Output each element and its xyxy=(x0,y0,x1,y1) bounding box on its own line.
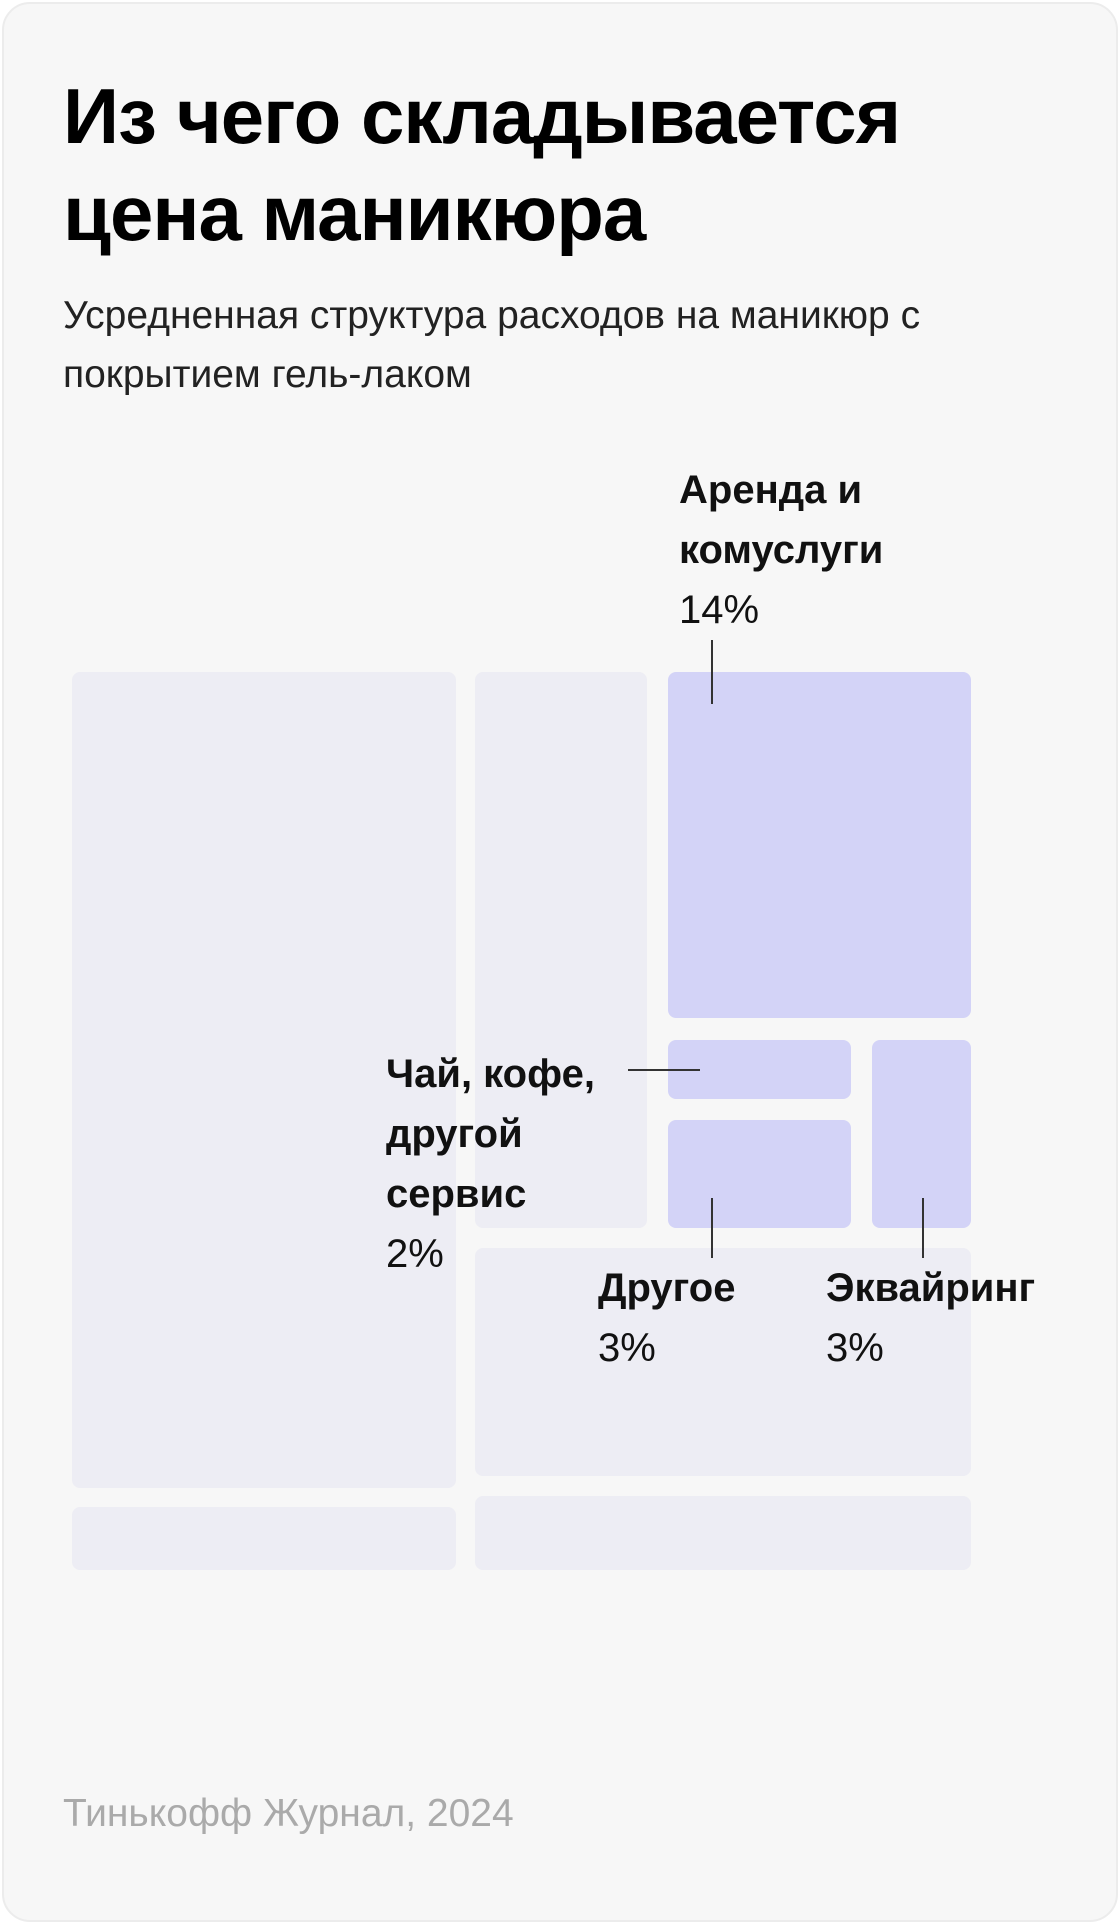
leader-line xyxy=(922,1198,924,1258)
value-label: 3% xyxy=(826,1326,884,1370)
leader-line xyxy=(711,1198,713,1258)
chart-title: Из чего складывается цена маникюра xyxy=(63,72,901,257)
tile-label: Аренда и комуслуги 14% xyxy=(679,460,999,640)
source: Тинькофф Журнал, 2024 xyxy=(63,1792,514,1835)
category-label: Аренда и комуслуги xyxy=(679,468,884,572)
tile-label: Другое 3% xyxy=(598,1258,798,1378)
leader-line xyxy=(711,640,713,704)
faded-tile xyxy=(475,1496,971,1570)
tile-label: Чай, кофе, другой сервис 2% xyxy=(386,1044,626,1284)
value-label: 2% xyxy=(386,1232,444,1276)
tile xyxy=(668,672,971,1018)
faded-tile xyxy=(475,672,647,1228)
chart-subtitle: Усредненная структура расходов на маникю… xyxy=(63,294,921,396)
faded-tile xyxy=(72,672,456,1488)
leader-line xyxy=(628,1069,700,1071)
value-label: 14% xyxy=(679,588,760,632)
tile-label: Эквайринг 3% xyxy=(826,1258,1086,1378)
tile xyxy=(668,1120,851,1228)
faded-tile xyxy=(475,1248,971,1476)
category-label: Другое xyxy=(598,1266,736,1310)
category-label: Эквайринг xyxy=(826,1266,1036,1310)
category-label: Чай, кофе, другой сервис xyxy=(386,1052,595,1216)
tile xyxy=(872,1040,971,1228)
value-label: 3% xyxy=(598,1326,656,1370)
faded-tile xyxy=(72,1507,456,1570)
